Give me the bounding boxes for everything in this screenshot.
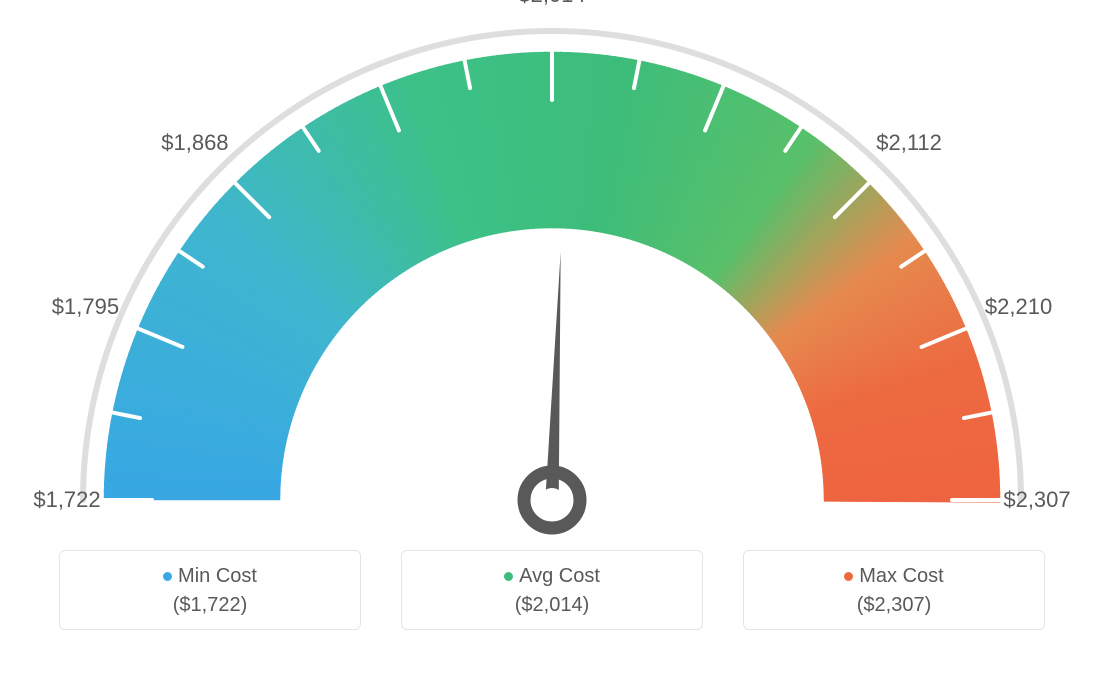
legend-min-dot [163,572,172,581]
legend-avg-value: ($2,014) [402,594,702,617]
gauge-tick-label: $2,307 [1003,487,1070,513]
legend-avg-title: Avg Cost [402,565,702,588]
legend-max-dot [844,572,853,581]
legend-avg-box: Avg Cost ($2,014) [401,550,703,630]
cost-gauge-chart: $1,722 $1,795 $1,868 $2,014 $2,112 $2,210 $2,3… [0,0,1104,690]
gauge-tick-label: $2,014 [518,0,585,8]
legend-max-title: Max Cost [744,565,1044,588]
legend-min-title: Min Cost [60,565,360,588]
legend-avg-label: Avg Cost [519,565,600,587]
legend-max-label: Max Cost [859,565,943,587]
legend-max-value: ($2,307) [744,594,1044,617]
legend-min-label: Min Cost [178,565,257,587]
gauge-area: $1,722 $1,795 $1,868 $2,014 $2,112 $2,210 $2,3… [0,0,1104,530]
legend-avg-dot [504,572,513,581]
gauge-tick-label: $1,795 [52,294,119,320]
gauge-tick-label: $2,210 [985,294,1052,320]
gauge-tick-label: $1,722 [33,487,100,513]
legend-min-value: ($1,722) [60,594,360,617]
gauge-tick-label: $1,868 [161,130,228,156]
legend-max-box: Max Cost ($2,307) [743,550,1045,630]
gauge-tick-label: $2,112 [876,130,942,156]
gauge-svg [0,0,1104,540]
legend-min-box: Min Cost ($1,722) [59,550,361,630]
legend-row: Min Cost ($1,722) Avg Cost ($2,014) Max … [0,550,1104,630]
